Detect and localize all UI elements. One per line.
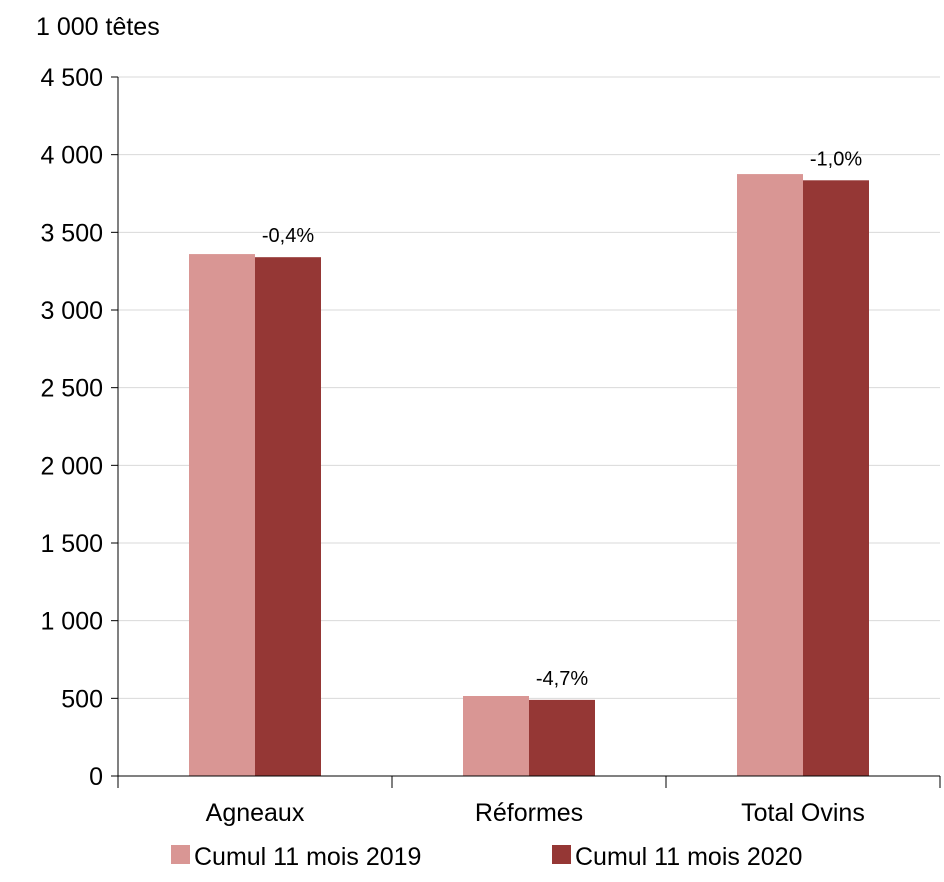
y-tick-label: 3 000 [40, 297, 103, 325]
bar [255, 257, 321, 777]
y-tick-label: 3 500 [40, 219, 103, 247]
bar [463, 696, 529, 776]
axes [117, 77, 941, 788]
data-annotations: -0,4% -4,7% -1,0% [262, 148, 862, 690]
y-tick-label: 1 000 [40, 608, 103, 636]
y-tick-label: 0 [89, 763, 103, 791]
x-axis-categories: Agneaux Réformes Total Ovins [206, 799, 865, 827]
legend-swatch [552, 845, 571, 864]
y-tick-label: 500 [61, 685, 103, 713]
data-label: -1,0% [810, 148, 862, 170]
legend: Cumul 11 mois 2019 Cumul 11 mois 2020 [171, 843, 802, 871]
y-tick-label: 4 000 [40, 142, 103, 170]
legend-swatch [171, 845, 190, 864]
bar [189, 254, 255, 776]
x-category-label: Agneaux [206, 799, 305, 827]
data-label: -4,7% [536, 668, 588, 690]
x-category-label: Total Ovins [741, 799, 865, 827]
y-tick-label: 4 500 [40, 64, 103, 92]
bars [189, 174, 869, 777]
data-label: -0,4% [262, 225, 314, 247]
y-unit-label: 1 000 têtes [36, 13, 160, 41]
y-tick-label: 1 500 [40, 530, 103, 558]
bar [529, 699, 595, 776]
y-axis-ticks: 0 500 1 000 1 500 2 000 2 500 3 000 3 500 4 000 4… [40, 64, 118, 791]
y-tick-label: 2 000 [40, 452, 103, 480]
x-category-label: Réformes [475, 799, 583, 827]
legend-label: Cumul 11 mois 2019 [194, 843, 421, 871]
bar [737, 174, 803, 777]
y-tick-label: 2 500 [40, 375, 103, 403]
bar [803, 180, 869, 777]
legend-label: Cumul 11 mois 2020 [575, 843, 802, 871]
